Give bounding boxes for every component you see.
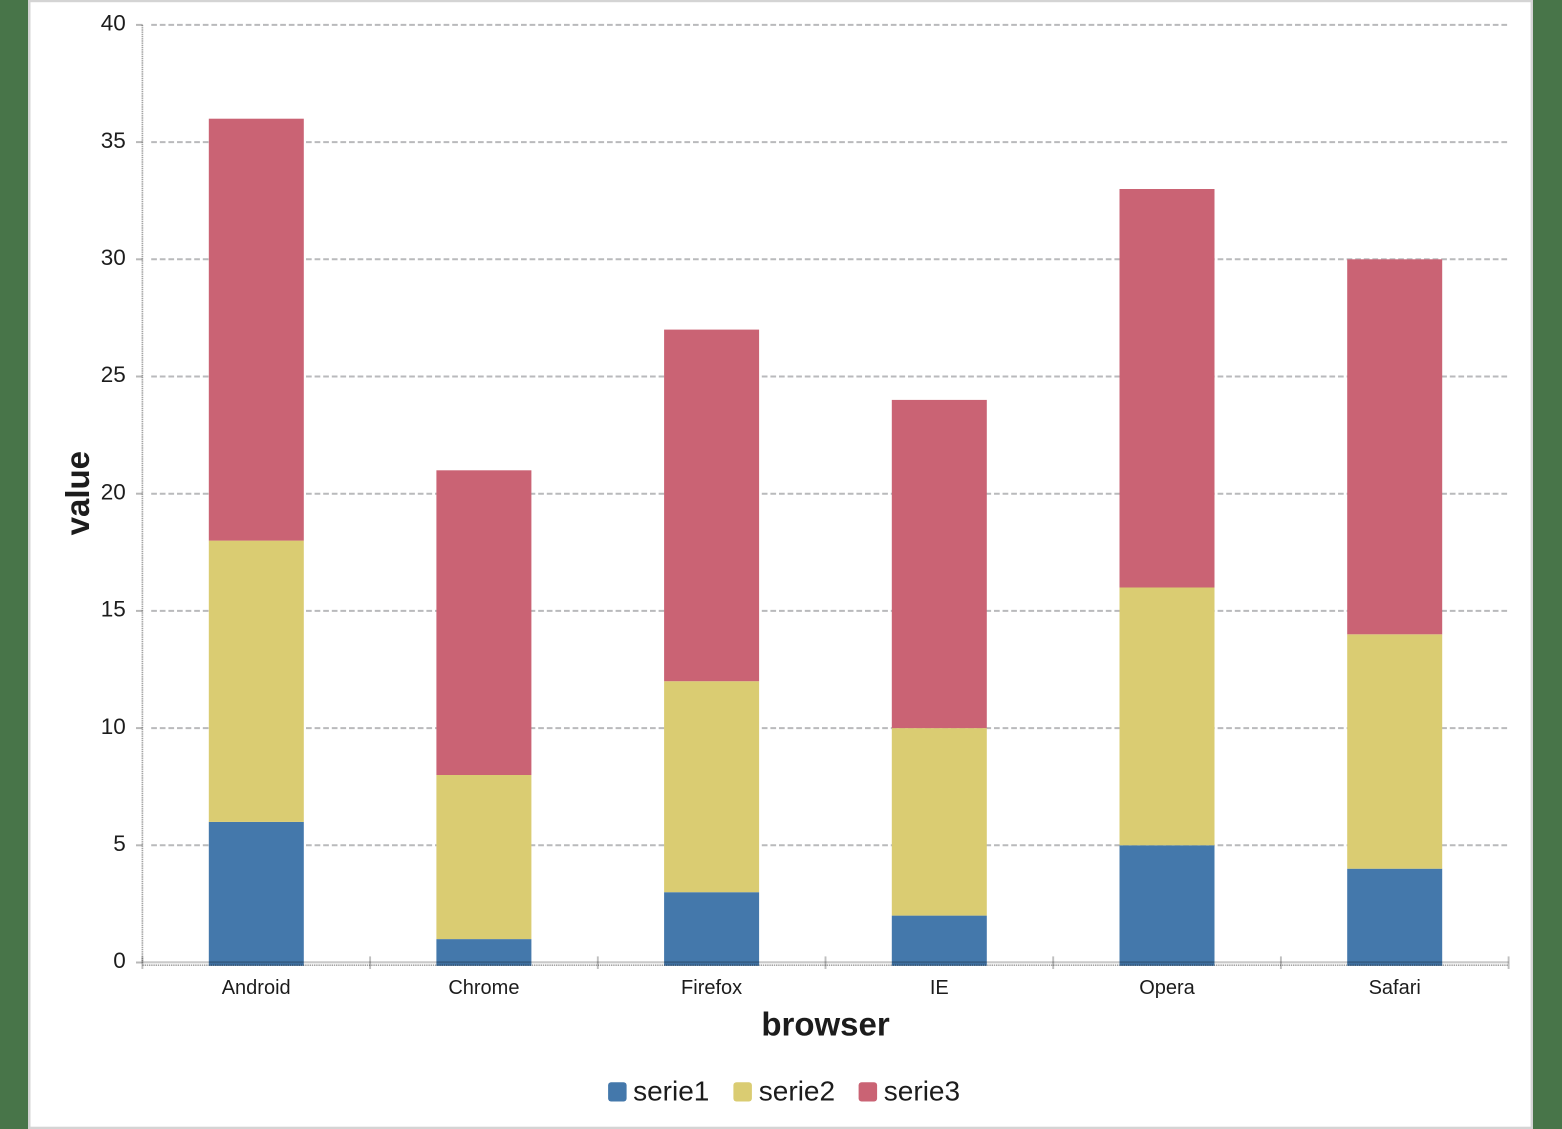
svg-text:serie1: serie1 [633,1075,709,1106]
svg-text:Android: Android [222,977,291,999]
svg-text:Safari: Safari [1369,977,1421,999]
svg-text:15: 15 [101,597,126,622]
svg-text:35: 35 [101,128,126,153]
svg-text:value: value [59,451,96,535]
svg-text:browser: browser [761,1006,890,1043]
svg-text:serie3: serie3 [884,1075,960,1106]
svg-text:Firefox: Firefox [681,977,742,999]
svg-text:Chrome: Chrome [448,977,519,999]
svg-text:10: 10 [101,714,126,739]
svg-text:40: 40 [101,11,126,36]
svg-text:20: 20 [101,479,126,504]
svg-text:serie2: serie2 [759,1075,835,1106]
svg-text:IE: IE [930,977,949,999]
svg-text:5: 5 [113,831,126,856]
svg-text:25: 25 [101,362,126,387]
svg-text:Opera: Opera [1139,977,1195,999]
svg-text:30: 30 [101,245,126,270]
svg-text:0: 0 [113,948,126,973]
